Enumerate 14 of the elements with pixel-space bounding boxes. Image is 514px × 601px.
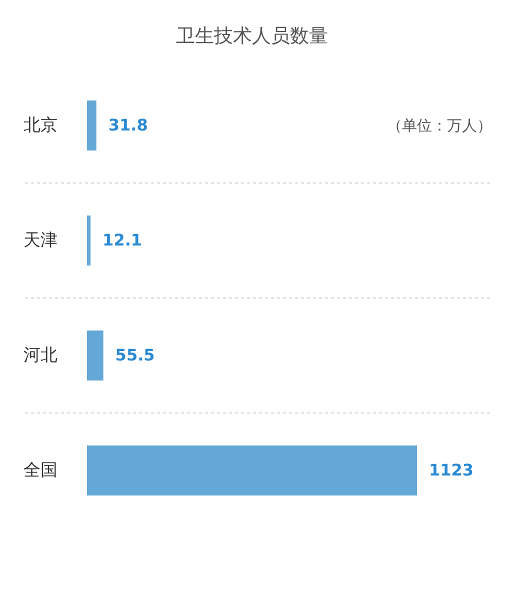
bar — [87, 446, 417, 496]
y-tick-label: 河北 — [24, 346, 58, 366]
y-tick-label: 北京 — [24, 116, 58, 136]
bar — [87, 216, 91, 266]
chart-title: 卫生技术人员数量 — [176, 25, 328, 47]
annotation: （单位：万人） — [387, 116, 492, 134]
y-tick-label: 天津 — [24, 230, 58, 250]
bar — [87, 330, 104, 380]
bar — [87, 100, 96, 150]
y-tick-label: 全国 — [24, 460, 58, 480]
data-label: 55.5 — [115, 346, 155, 364]
data-label: 31.8 — [108, 116, 148, 134]
data-label: 1123 — [429, 460, 474, 480]
data-label: 12.1 — [102, 230, 142, 250]
